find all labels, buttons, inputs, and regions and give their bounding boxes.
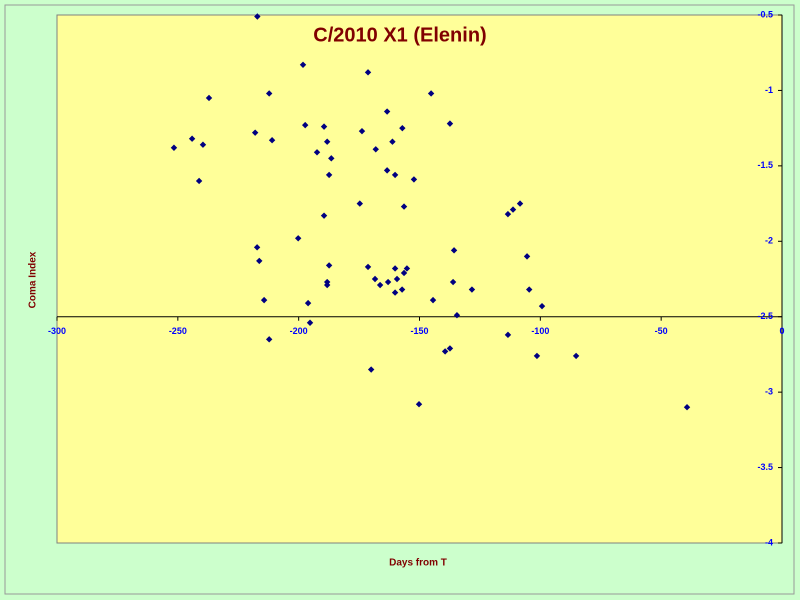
point — [170, 144, 178, 151]
point — [441, 348, 449, 355]
y-axis-label: Coma Index — [28, 251, 39, 308]
chart-border — [4, 4, 795, 595]
point — [195, 177, 203, 185]
point — [504, 210, 512, 218]
x-tick-label: -300 — [48, 326, 66, 336]
point — [468, 286, 476, 293]
point — [526, 286, 533, 293]
point — [415, 401, 423, 408]
plot-area — [56, 14, 783, 544]
point — [516, 200, 524, 207]
point — [384, 278, 392, 286]
point — [304, 299, 312, 307]
x-tick-label: -200 — [290, 326, 308, 336]
x-axis-label: Days from T — [389, 558, 447, 569]
point — [364, 69, 372, 76]
y-tick-label: -4 — [765, 537, 773, 547]
point — [400, 203, 408, 210]
point — [313, 149, 321, 156]
y-tick-label: -1 — [765, 85, 773, 95]
point — [371, 275, 379, 283]
point — [294, 235, 302, 242]
point — [391, 265, 399, 272]
point — [383, 108, 391, 115]
point — [410, 176, 418, 183]
x-tick-label: -50 — [655, 326, 668, 336]
point — [683, 404, 691, 411]
point — [398, 286, 406, 293]
point — [251, 129, 259, 136]
y-tick-label: -1.5 — [757, 160, 773, 170]
chart-title: C/2010 X1 (Elenin) — [313, 24, 486, 46]
point — [572, 352, 580, 360]
point — [446, 345, 454, 352]
point — [533, 352, 541, 360]
point — [320, 123, 328, 130]
point — [188, 135, 196, 142]
point — [427, 90, 435, 97]
x-tick-label: -100 — [531, 326, 549, 336]
point — [453, 312, 461, 319]
point — [400, 269, 408, 277]
y-tick-label: -3.5 — [757, 462, 773, 472]
point — [356, 200, 364, 207]
point — [256, 257, 263, 265]
x-tick-label: -150 — [410, 326, 428, 336]
point — [523, 253, 531, 260]
point — [205, 94, 213, 102]
point — [538, 302, 546, 310]
x-tick-label: -250 — [169, 326, 187, 336]
point — [450, 247, 458, 254]
point — [323, 281, 331, 289]
point — [364, 263, 372, 271]
point — [389, 138, 396, 145]
y-tick-label: -3 — [765, 387, 773, 397]
x-tick-label: 0 — [779, 326, 784, 336]
point — [391, 171, 399, 179]
point — [372, 146, 379, 153]
point — [383, 167, 391, 174]
point — [265, 336, 273, 343]
point — [393, 275, 401, 283]
point — [254, 13, 261, 20]
point — [376, 281, 384, 289]
y-tick-label: -2 — [765, 236, 773, 246]
point — [268, 137, 276, 144]
point — [367, 366, 375, 373]
point — [391, 289, 399, 296]
point — [323, 138, 331, 145]
y-tick-label: -0.5 — [757, 9, 773, 19]
point — [260, 296, 268, 304]
point — [403, 265, 411, 272]
point — [328, 155, 335, 162]
point — [358, 127, 366, 135]
point — [265, 90, 273, 97]
point — [199, 141, 207, 148]
point — [446, 120, 454, 127]
point — [320, 212, 328, 219]
point — [449, 278, 457, 286]
point — [325, 262, 333, 269]
point — [325, 171, 333, 179]
point — [429, 296, 437, 304]
point — [253, 244, 261, 251]
point — [301, 121, 309, 129]
y-tick-label: -2.5 — [757, 311, 773, 321]
point — [299, 61, 307, 68]
point — [399, 124, 406, 132]
point — [306, 319, 314, 326]
point — [509, 206, 517, 213]
point — [504, 331, 512, 339]
